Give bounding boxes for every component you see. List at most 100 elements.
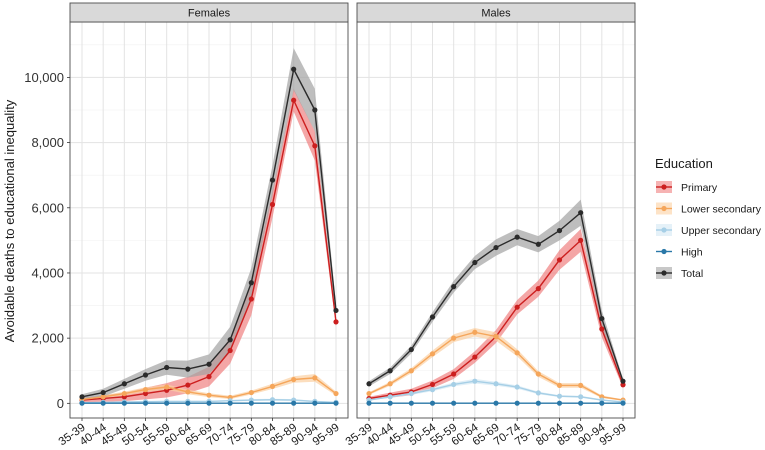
panel-males-title: Males	[481, 8, 511, 20]
panel-males-point-total	[599, 315, 605, 322]
y-tick-label: 4,000	[31, 265, 64, 280]
panel-females-point-primary	[248, 296, 254, 302]
panel-males-point-high	[599, 400, 605, 406]
panel-females-point-high	[164, 400, 170, 406]
panel-males-point-lower-secondary	[578, 382, 584, 389]
panel-males-point-total	[429, 314, 436, 320]
panel-males-point-lower-secondary	[366, 390, 372, 397]
panel-males-point-primary	[429, 381, 436, 388]
panel-females-point-high	[227, 400, 233, 406]
panel-females-point-lower-secondary	[121, 390, 127, 397]
panel-males-point-high	[366, 400, 372, 406]
panel-males-point-high	[493, 400, 499, 406]
panel-females-point-lower-secondary	[248, 389, 254, 396]
panel-females-point-lower-secondary	[206, 392, 212, 398]
panel-males-point-high	[514, 400, 520, 406]
panel-females-point-high	[269, 400, 276, 406]
panel-males-point-high	[620, 400, 626, 406]
panel-females-strip	[69, 2, 349, 23]
legend-primary-label: Primary	[681, 182, 718, 194]
panel-females-point-primary	[227, 347, 233, 354]
panel-females-point-high	[142, 400, 149, 406]
panel-males-point-primary	[535, 286, 541, 292]
panel-males-point-lower-secondary	[535, 371, 541, 377]
panel-females-point-lower-secondary	[164, 384, 170, 390]
panel-females-point-total	[333, 307, 339, 314]
panel-males-point-lower-secondary	[408, 368, 414, 374]
panel-females-point-lower-secondary	[185, 389, 191, 395]
panel-males-point-upper-secondary	[472, 378, 478, 384]
legend-high-label: High	[681, 247, 703, 259]
panel-males-point-upper-secondary	[578, 394, 584, 400]
panel-males-point-total	[408, 346, 414, 353]
panel-females-point-primary	[206, 374, 212, 380]
legend-total-point-key	[661, 270, 667, 276]
panel-males-point-primary	[451, 371, 457, 377]
panel-females-point-lower-secondary	[291, 376, 297, 383]
panel-males: Males35-3940-4445-4950-5455-5960-6465-69…	[344, 2, 636, 448]
panel-males-point-total	[620, 378, 626, 384]
panel-males-point-total	[556, 227, 563, 234]
panel-males-point-upper-secondary	[451, 381, 457, 388]
panel-females-point-high	[291, 400, 297, 406]
panel-males-point-upper-secondary	[408, 390, 414, 397]
panel-males-point-total	[366, 381, 372, 387]
panel-females-point-primary	[312, 143, 318, 149]
panel-females-point-high	[248, 400, 254, 406]
panel-males-point-high	[387, 400, 393, 406]
panel-males-point-total	[514, 234, 520, 240]
panel-females-band-total	[82, 48, 336, 400]
panel-females-point-high	[333, 400, 339, 406]
panel-females-point-total	[206, 361, 212, 367]
panel-females-point-primary	[291, 97, 297, 103]
legend-high-point-key	[661, 248, 667, 255]
panel-females-point-total	[79, 394, 85, 400]
panel-males-point-upper-secondary	[493, 381, 499, 387]
panel-females-point-lower-secondary	[142, 387, 149, 393]
panel-females-point-total	[142, 372, 149, 378]
panel-males-point-lower-secondary	[556, 382, 563, 389]
y-tick-label: 6,000	[31, 200, 64, 215]
panel-males-point-total	[578, 210, 584, 216]
panel-males-point-upper-secondary	[556, 393, 563, 399]
panel-males-strip	[356, 2, 636, 23]
panel-males-point-total	[451, 284, 457, 290]
panel-females-point-total	[100, 389, 106, 396]
panel-females: Females35-3940-4445-4950-5455-5960-6465-…	[57, 2, 349, 448]
panel-males-point-high	[451, 400, 457, 406]
panel-females-point-total	[248, 280, 254, 286]
panel-males-point-high	[535, 400, 541, 406]
panel-females-point-total	[121, 381, 127, 387]
legend-upper-secondary-point-key	[661, 227, 667, 233]
panel-females-point-high	[206, 400, 212, 406]
panel-males-point-primary	[556, 257, 563, 263]
panel-males-point-lower-secondary	[472, 329, 478, 335]
legend-primary-point-key	[661, 184, 667, 190]
panel-males-point-high	[408, 400, 414, 406]
panel-females-point-high	[312, 400, 318, 406]
panel-females-point-primary	[142, 390, 149, 397]
legend-title: Education	[655, 156, 713, 171]
panel-males-band-total	[369, 199, 623, 387]
y-tick-label: 0	[57, 396, 64, 411]
panel-females-point-primary	[269, 201, 276, 208]
panel-females-point-total	[227, 337, 233, 343]
panel-males-point-total	[387, 368, 393, 374]
panel-females-title: Females	[188, 8, 231, 20]
panel-males-point-lower-secondary	[451, 335, 457, 341]
y-tick-label: 2,000	[31, 331, 64, 346]
panel-males-point-primary	[578, 237, 584, 243]
legend: Education Primary Lower secondary Upper se…	[655, 156, 762, 280]
panel-females-point-total	[291, 66, 297, 72]
panel-females-point-lower-secondary	[312, 375, 318, 381]
panel-males-point-upper-secondary	[429, 387, 436, 393]
panel-males-point-lower-secondary	[493, 333, 499, 340]
legend-total-label: Total	[681, 268, 703, 280]
panel-females-point-total	[164, 364, 170, 371]
panel-males-point-total	[493, 244, 499, 251]
panel-males-point-high	[556, 400, 563, 406]
y-axis: 0 2,000 4,000 6,000 8,000 10,000	[24, 70, 70, 411]
y-tick-label: 8,000	[31, 135, 64, 150]
panel-females-point-high	[121, 400, 127, 406]
panel-females-point-high	[185, 400, 191, 406]
